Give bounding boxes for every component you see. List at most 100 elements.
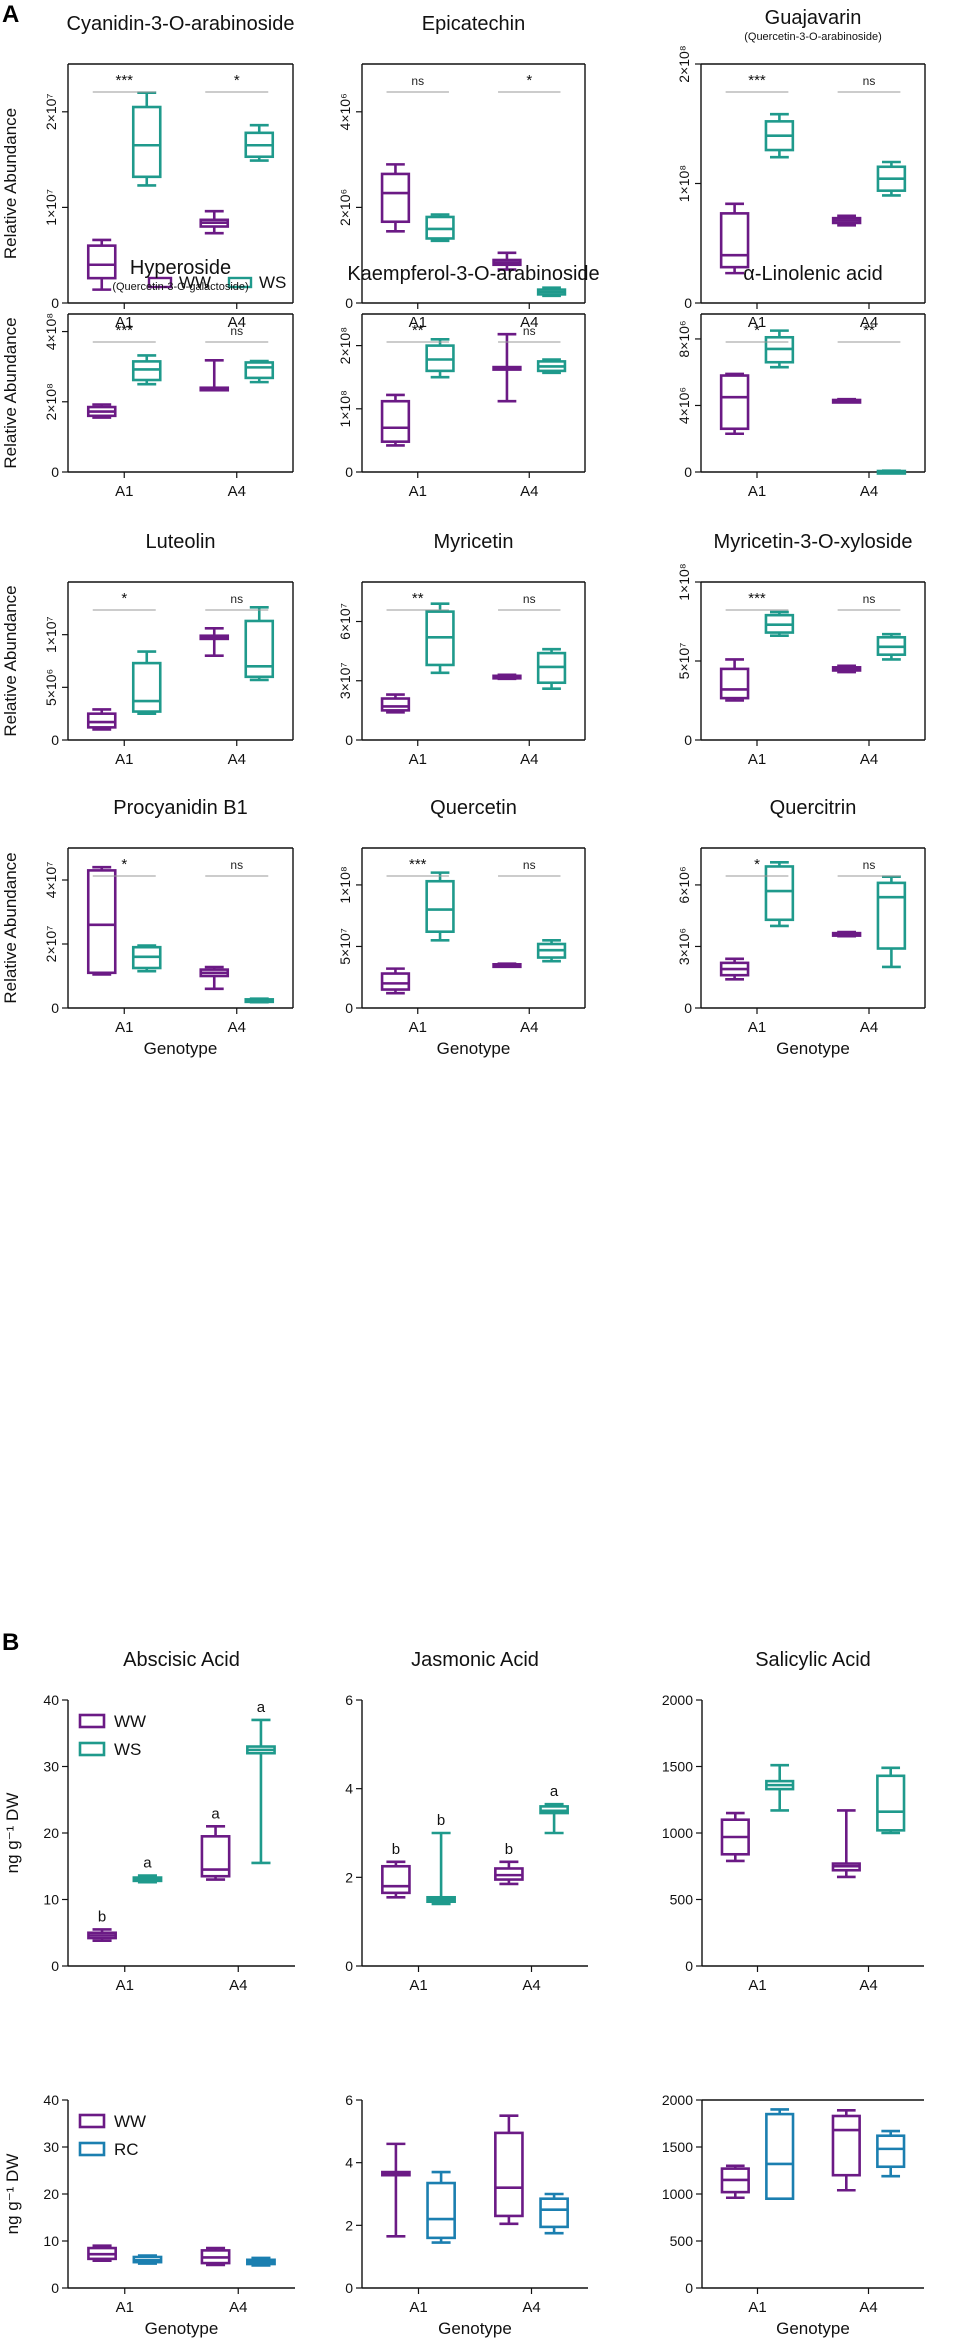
box-rc-A1 (132, 2254, 163, 2265)
y-axis-label: Relative Abundance (1, 108, 20, 259)
y-tick-label: 3×10⁷ (337, 662, 353, 699)
chart-title: Kaempferol-3-O-arabinoside (347, 263, 599, 285)
x-tick-label: A4 (520, 483, 538, 500)
significance-label: ns (863, 858, 876, 872)
y-tick-label: 500 (670, 1892, 694, 1908)
box-ws-A4 (536, 358, 567, 375)
box-ww-A4: a (200, 1805, 231, 1881)
y-tick-label: 4×10⁶ (676, 387, 692, 424)
box-iqr (425, 879, 455, 933)
legend-swatch-ww (78, 1713, 106, 1729)
box-ws-A1 (131, 944, 162, 973)
box-ww-A1 (380, 393, 411, 447)
chart-title: Quercitrin (770, 797, 857, 819)
y-tick-label: 5×10⁷ (337, 928, 353, 965)
y-tick-label: 2 (345, 2217, 353, 2233)
box-ww-A4 (831, 930, 862, 938)
x-axis-label: Genotype (438, 2319, 512, 2338)
box-ws-A4 (876, 160, 907, 197)
chart-p15: Salicylic Acid 0 500 1000 1500 2000 A1 A4 (662, 1649, 924, 1994)
box-ws-A1 (764, 112, 795, 159)
chart-p14: Jasmonic Acid 0 2 4 6 A1 A4 b b b a (345, 1649, 588, 1994)
box-ww-A1 (720, 1811, 750, 1863)
box-ws-A1 (764, 610, 795, 638)
chart-title: Salicylic Acid (755, 1649, 871, 1671)
box-ww-A4 (199, 209, 230, 235)
box-ww-A4 (831, 664, 862, 674)
x-tick-label: A4 (522, 1977, 540, 1994)
box-iqr (380, 399, 411, 443)
box-iqr (539, 2197, 569, 2229)
y-axis-label: ng g⁻¹ DW (3, 1793, 22, 1874)
legend-label-ws: WS (259, 273, 286, 292)
chart-p10: Procyanidin B1 0 2×10⁷ 4×10⁷ A1 A4 Relative Ab… (1, 797, 294, 1058)
box-ww-A1 (86, 708, 117, 731)
box-ww-A1 (381, 2142, 411, 2238)
y-tick-label: 4×10⁶ (337, 93, 353, 130)
box-ws-A4: a (539, 1783, 569, 1835)
significance-label: ns (523, 324, 536, 338)
box-ww-A1 (380, 693, 411, 714)
y-tick-label: 0 (684, 295, 692, 311)
chart-title: Abscisic Acid (123, 1649, 240, 1671)
y-tick-label: 6 (345, 1692, 353, 1708)
chart-p9: Myricetin-3-O-xyloside 0 5×10⁷ 1×10⁸ A1 A4 ***… (676, 531, 926, 768)
box-iqr (244, 619, 275, 679)
box-ww-A1 (719, 372, 750, 436)
legend-swatch-ws (227, 276, 253, 289)
significance-label: * (121, 590, 127, 607)
box-ws-A1 (425, 213, 455, 243)
y-tick-label: 0 (685, 2280, 693, 2296)
significance-letter: a (550, 1783, 559, 1800)
box-ww-A1 (86, 403, 117, 419)
legend: WW WS (147, 273, 286, 292)
box-ws-A1 (765, 1763, 795, 1812)
chart-p8: Myricetin 0 3×10⁷ 6×10⁷ A1 A4 ** ns (337, 531, 586, 768)
box-ww-A4 (494, 2114, 524, 2226)
box-ww-A4 (492, 332, 522, 403)
chart-title: Guajavarin (765, 7, 862, 29)
box-ws-A1 (131, 91, 162, 187)
x-tick-label: A1 (748, 314, 766, 331)
legend-label-ww: WW (114, 1712, 146, 1731)
chart-p4: Hyperoside (Quercetin-3-O-galactoside) 0 2×… (1, 257, 294, 500)
y-tick-label: 0 (345, 1958, 353, 1974)
box-ww-A4 (492, 251, 522, 271)
box-iqr (426, 2181, 456, 2240)
y-tick-label: 0 (684, 732, 692, 748)
x-tick-label: A1 (409, 2299, 427, 2316)
legend-label-ww: WW (179, 273, 211, 292)
y-tick-label: 0 (345, 732, 353, 748)
y-tick-label: 4 (345, 2155, 353, 2171)
chart-p1: Cyanidin-3-O-arabinoside 0 1×10⁷ 2×10⁷ A1 A4 R… (1, 13, 294, 331)
significance-label: ns (230, 324, 243, 338)
box-rc-A4 (246, 2256, 276, 2267)
box-ww-A4 (199, 359, 230, 392)
y-tick-label: 0 (51, 2280, 59, 2296)
x-tick-label: A1 (409, 751, 427, 768)
y-tick-label: 2×10⁷ (43, 93, 59, 130)
y-tick-label: 0 (345, 464, 353, 480)
x-tick-label: A1 (115, 751, 133, 768)
box-iqr (86, 244, 117, 280)
y-tick-label: 2×10⁸ (676, 45, 692, 83)
chart-p2: Epicatechin 0 2×10⁶ 4×10⁶ A1 A4 ns * (337, 13, 586, 331)
legend-swatch-ww (147, 276, 173, 289)
y-tick-label: 6×10⁶ (676, 866, 692, 903)
y-tick-label: 0 (51, 295, 59, 311)
y-tick-label: 4 (345, 1781, 353, 1797)
box-rc-A4 (539, 2192, 569, 2235)
y-tick-label: 0 (51, 1958, 59, 1974)
chart-title: Myricetin-3-O-xyloside (714, 531, 913, 553)
box-ww-A4: b (494, 1841, 524, 1886)
x-tick-label: A1 (115, 483, 133, 500)
x-tick-label: A4 (522, 2299, 540, 2316)
significance-letter: b (392, 1841, 400, 1858)
y-tick-label: 20 (43, 1825, 59, 1841)
box-ww-A1 (87, 2244, 117, 2263)
y-tick-label: 4×10⁷ (43, 862, 59, 899)
significance-letter: b (437, 1812, 445, 1829)
x-tick-label: A4 (520, 1019, 538, 1036)
